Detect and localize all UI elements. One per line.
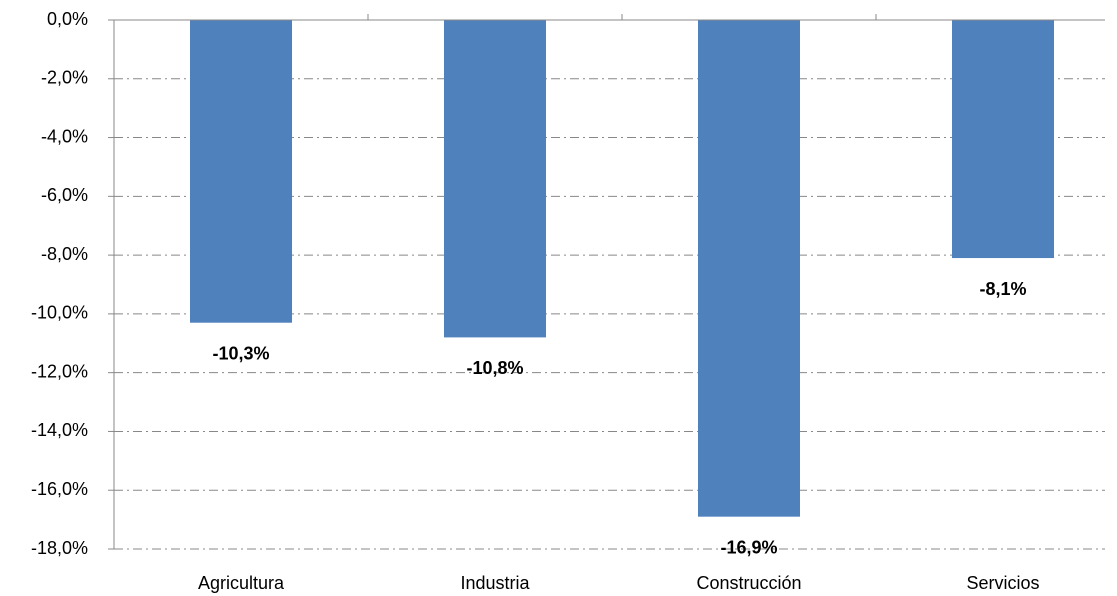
data-label: -10,8% [466, 358, 523, 378]
y-tick-label: -16,0% [31, 479, 88, 499]
x-tick-label: Servicios [966, 573, 1039, 593]
x-tick-label: Agricultura [198, 573, 285, 593]
y-tick-label: -8,0% [41, 244, 88, 264]
y-tick-label: -18,0% [31, 538, 88, 558]
bar [444, 20, 546, 338]
bar [190, 20, 292, 323]
y-tick-label: -6,0% [41, 185, 88, 205]
y-tick-label: -12,0% [31, 361, 88, 381]
y-tick-label: -4,0% [41, 126, 88, 146]
data-label: -8,1% [979, 279, 1026, 299]
y-tick-label: -2,0% [41, 68, 88, 88]
y-tick-label: -10,0% [31, 303, 88, 323]
x-tick-label: Industria [460, 573, 530, 593]
y-tick-label: -14,0% [31, 420, 88, 440]
data-label: -10,3% [212, 343, 269, 363]
y-tick-label: 0,0% [47, 9, 88, 29]
bar [952, 20, 1054, 259]
data-label: -16,9% [720, 537, 777, 557]
bar [698, 20, 800, 517]
x-tick-label: Construcción [696, 573, 801, 593]
